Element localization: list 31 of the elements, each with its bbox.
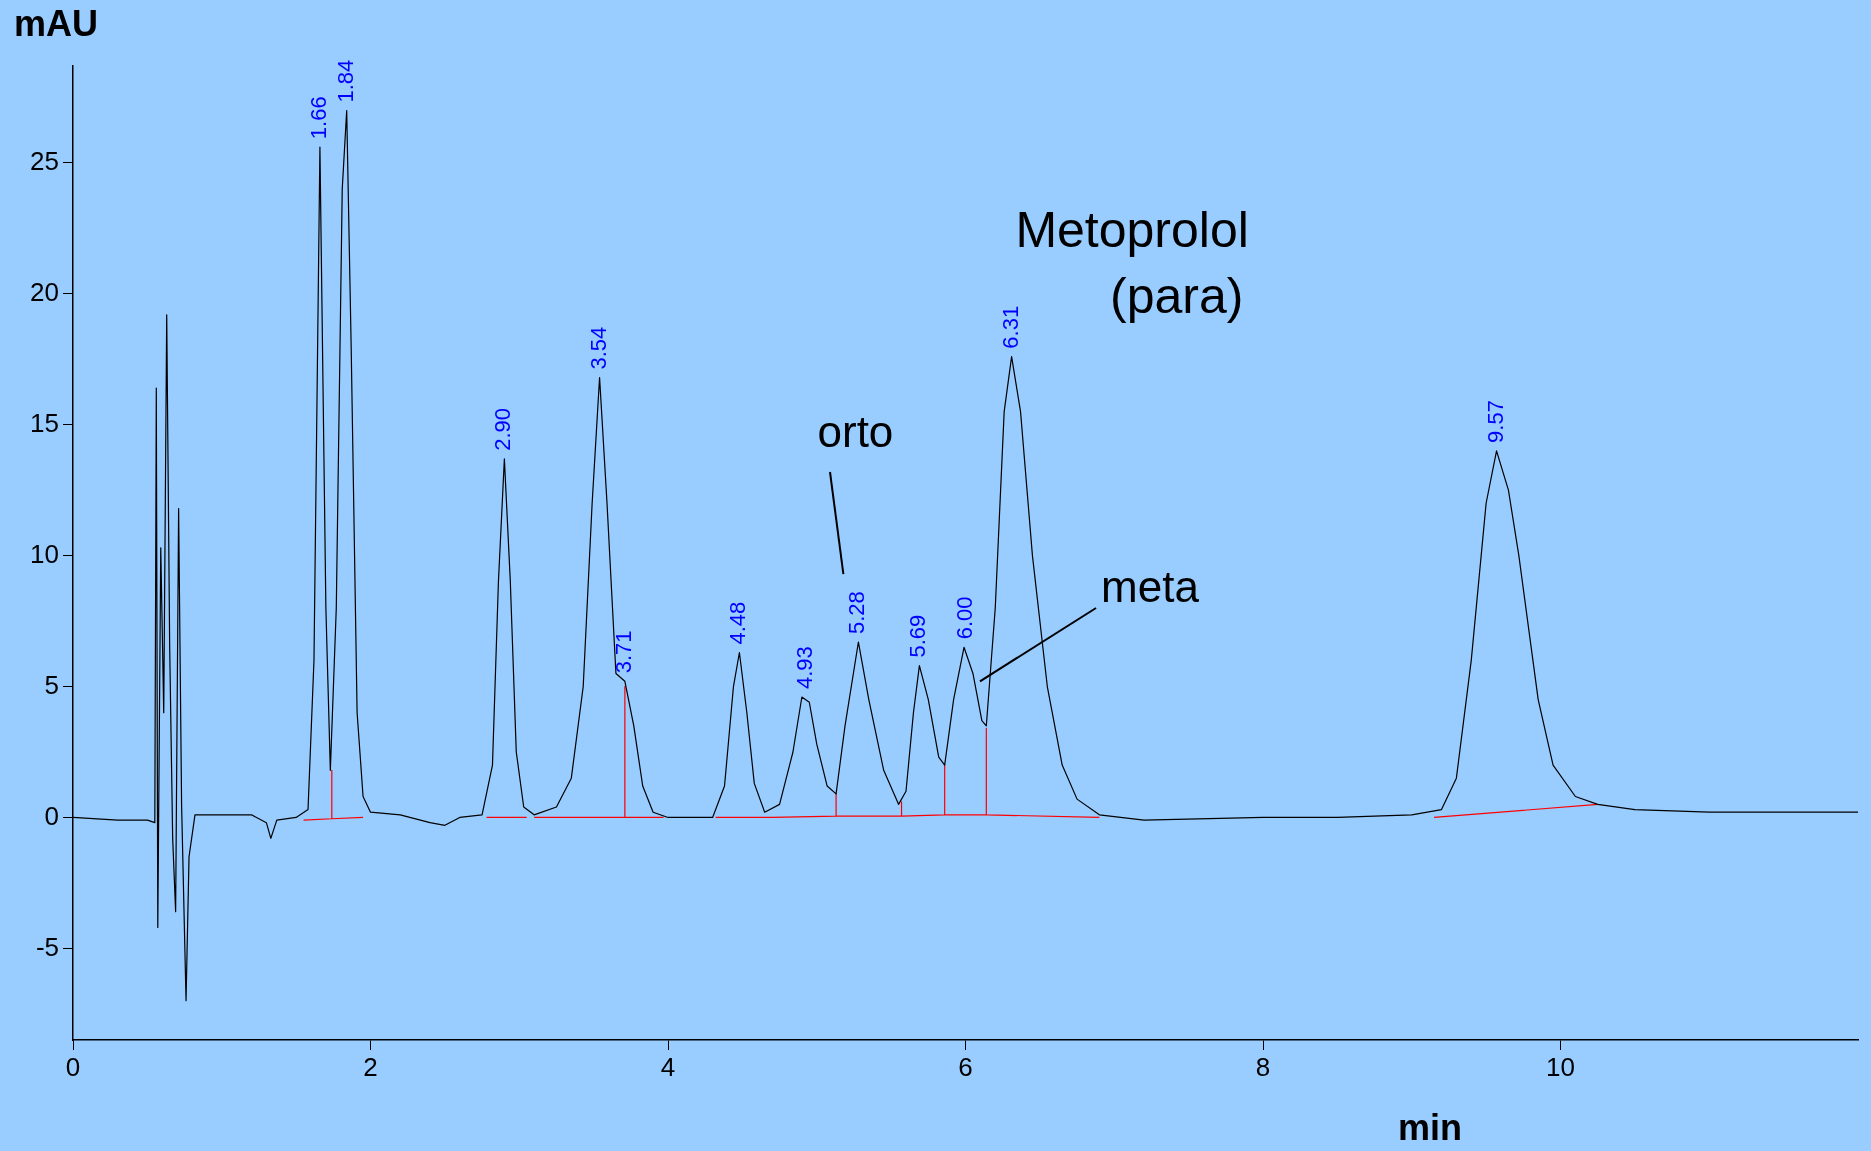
annotation: 5.28 [844,591,870,635]
annotation: 4.93 [792,646,818,690]
x-tick-label: 4 [660,1051,676,1082]
annotation: 2.90 [490,407,516,451]
y-tick-label: 10 [30,538,59,569]
y-tick-label: 15 [30,407,59,438]
annotation: 9.57 [1482,400,1508,443]
y-tick-label: 0 [44,800,59,831]
annotation: 3.71 [610,630,636,674]
y-tick-label: 25 [30,146,59,177]
x-tick-label: 8 [1255,1051,1271,1082]
x-tick-label: 0 [65,1051,81,1082]
x-tick-label: 2 [363,1051,378,1082]
x-tick-label: 6 [958,1051,973,1082]
annotation: Metoprolol [1015,202,1249,259]
annotation: orto [817,407,894,457]
y-tick-label: 20 [30,276,59,307]
x-axis-title: min [1397,1106,1463,1148]
annotation: 1.66 [305,96,331,140]
annotation: meta [1101,561,1200,611]
annotation: (para) [1110,267,1244,324]
y-tick-label: -5 [35,931,59,962]
annotation: 4.48 [725,601,751,645]
annotation: 6.00 [951,596,977,640]
annotation: 1.84 [332,59,358,103]
annotation: 5.69 [905,614,931,658]
annotation: 3.54 [585,326,611,370]
y-axis-title: mAU [14,2,99,44]
y-tick-label: 5 [44,669,59,700]
annotation: 6.31 [997,305,1023,349]
x-tick-label: 10 [1546,1051,1575,1082]
